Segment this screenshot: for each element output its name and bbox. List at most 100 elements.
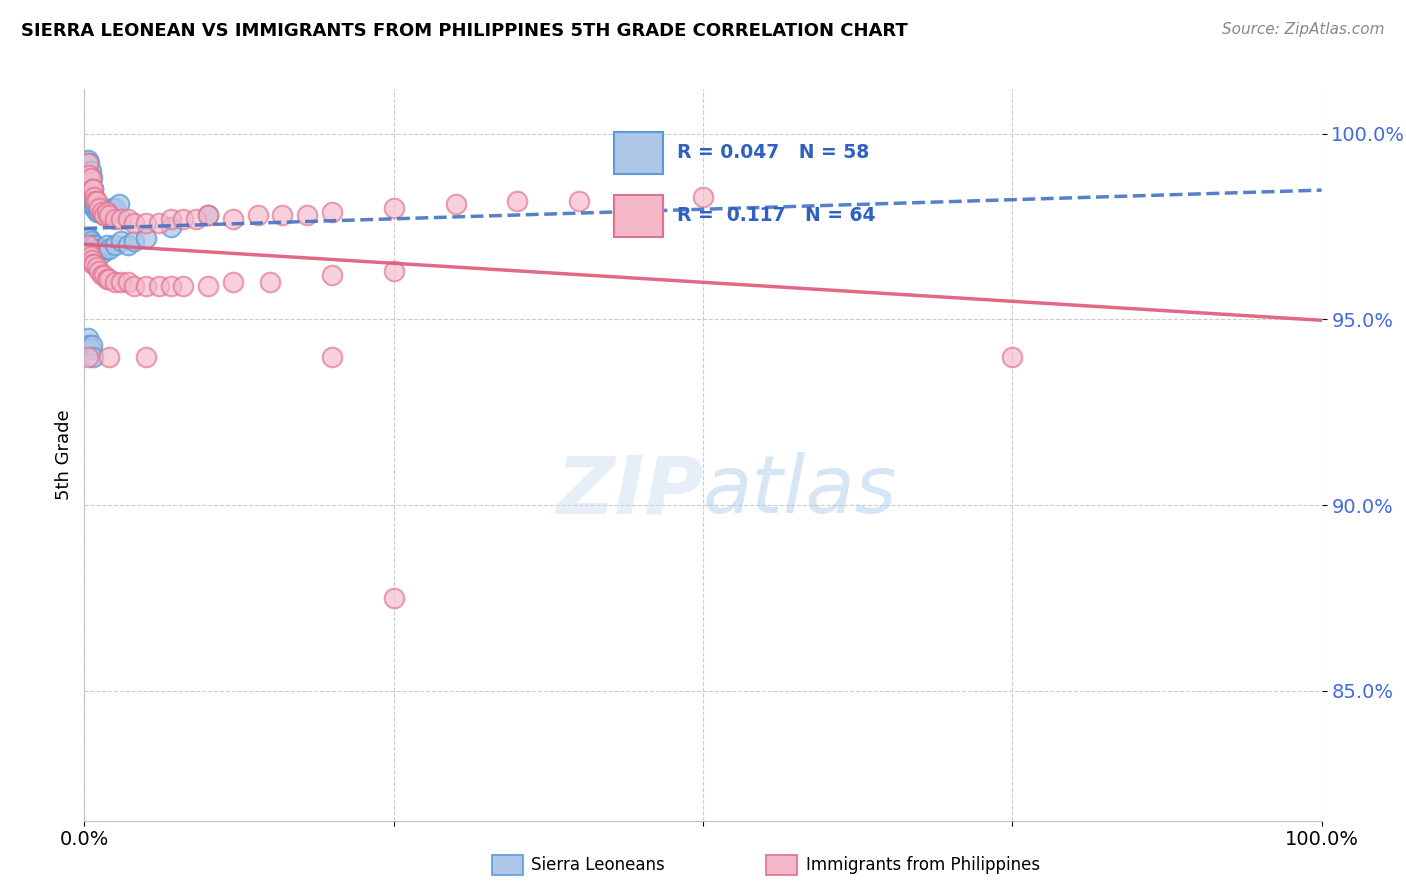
- Point: [122, 279, 145, 293]
- Point: [160, 219, 183, 234]
- Point: [77, 350, 100, 364]
- Point: [79, 230, 101, 244]
- Point: [100, 201, 122, 215]
- Point: [104, 275, 127, 289]
- Point: [271, 209, 294, 223]
- Point: [692, 190, 714, 204]
- Point: [90, 268, 112, 282]
- Point: [444, 197, 467, 211]
- Point: [83, 242, 105, 256]
- Point: [84, 194, 107, 208]
- Point: [80, 252, 103, 267]
- Point: [90, 245, 112, 260]
- Point: [80, 171, 103, 186]
- Point: [77, 164, 100, 178]
- Point: [98, 209, 121, 223]
- Point: [83, 190, 105, 204]
- Point: [77, 156, 100, 170]
- Point: [89, 201, 111, 215]
- Point: [82, 238, 104, 252]
- Point: [79, 249, 101, 263]
- Text: Sierra Leoneans: Sierra Leoneans: [531, 856, 665, 874]
- Point: [84, 194, 107, 208]
- Point: [117, 212, 139, 227]
- Point: [83, 201, 105, 215]
- Y-axis label: 5th Grade: 5th Grade: [55, 409, 73, 500]
- Point: [79, 171, 101, 186]
- Point: [90, 204, 112, 219]
- Point: [79, 182, 101, 196]
- Point: [382, 264, 405, 278]
- Text: Source: ZipAtlas.com: Source: ZipAtlas.com: [1222, 22, 1385, 37]
- Point: [148, 216, 170, 230]
- Point: [160, 212, 183, 227]
- Point: [86, 197, 108, 211]
- Point: [135, 350, 157, 364]
- Point: [568, 194, 591, 208]
- Point: [77, 238, 100, 252]
- Point: [96, 204, 118, 219]
- Point: [86, 245, 108, 260]
- Point: [259, 275, 281, 289]
- Point: [82, 182, 104, 196]
- Point: [84, 238, 107, 252]
- Bar: [614, 132, 662, 174]
- Point: [172, 212, 194, 227]
- Point: [98, 204, 121, 219]
- Point: [382, 591, 405, 605]
- Text: ZIP: ZIP: [555, 452, 703, 531]
- Point: [295, 209, 318, 223]
- Point: [79, 164, 101, 178]
- Point: [83, 190, 105, 204]
- Text: R =  0.117   N = 64: R = 0.117 N = 64: [676, 206, 876, 226]
- Point: [79, 245, 101, 260]
- Point: [98, 271, 121, 285]
- Point: [79, 156, 101, 170]
- Point: [83, 257, 105, 271]
- Point: [93, 209, 115, 223]
- Point: [96, 238, 118, 252]
- Point: [98, 242, 121, 256]
- Point: [79, 182, 101, 196]
- Point: [197, 209, 219, 223]
- Point: [79, 235, 101, 249]
- Point: [148, 279, 170, 293]
- Point: [117, 238, 139, 252]
- Point: [89, 201, 111, 215]
- Point: [89, 242, 111, 256]
- Point: [89, 204, 111, 219]
- Point: [110, 212, 132, 227]
- Point: [122, 235, 145, 249]
- Point: [91, 201, 114, 215]
- Point: [89, 264, 111, 278]
- Point: [135, 230, 157, 244]
- Point: [96, 271, 118, 285]
- Point: [86, 194, 108, 208]
- Point: [80, 238, 103, 252]
- Point: [77, 153, 100, 167]
- Text: atlas: atlas: [703, 452, 898, 531]
- Text: Immigrants from Philippines: Immigrants from Philippines: [806, 856, 1040, 874]
- Point: [184, 212, 207, 227]
- Bar: [614, 194, 662, 237]
- Text: R = 0.047   N = 58: R = 0.047 N = 58: [676, 144, 869, 162]
- Point: [77, 238, 100, 252]
- Point: [80, 182, 103, 196]
- Point: [77, 171, 100, 186]
- Point: [96, 204, 118, 219]
- Point: [246, 209, 269, 223]
- Point: [104, 238, 127, 252]
- Point: [79, 338, 101, 352]
- Point: [79, 171, 101, 186]
- Text: SIERRA LEONEAN VS IMMIGRANTS FROM PHILIPPINES 5TH GRADE CORRELATION CHART: SIERRA LEONEAN VS IMMIGRANTS FROM PHILIP…: [21, 22, 908, 40]
- Point: [110, 235, 132, 249]
- Point: [93, 268, 115, 282]
- Point: [197, 279, 219, 293]
- Point: [82, 350, 104, 364]
- Point: [77, 230, 100, 244]
- Point: [172, 279, 194, 293]
- Point: [82, 182, 104, 196]
- Point: [80, 338, 103, 352]
- Point: [108, 197, 131, 211]
- Point: [82, 194, 104, 208]
